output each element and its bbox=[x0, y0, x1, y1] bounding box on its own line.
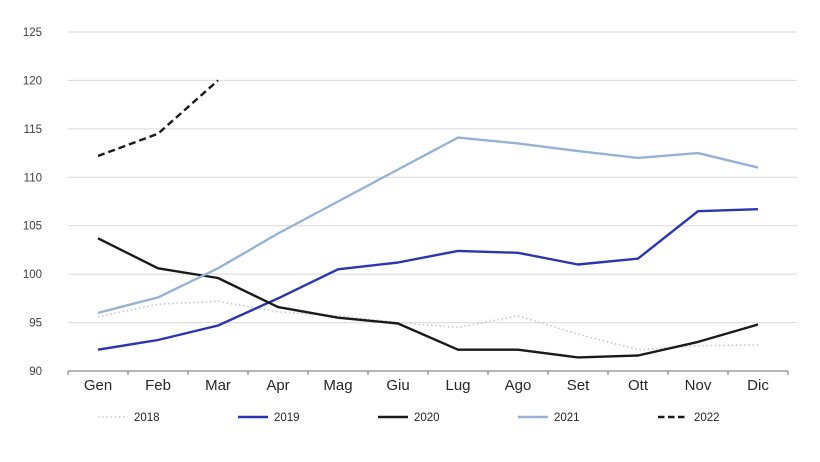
y-axis-tick-label: 95 bbox=[29, 318, 42, 330]
x-axis-month-label: Gen bbox=[84, 377, 112, 394]
y-axis-tick-label: 120 bbox=[23, 75, 42, 87]
x-axis-month-label: Giu bbox=[386, 377, 409, 394]
x-axis-month-label: Mag bbox=[323, 377, 352, 394]
x-axis-month-label: Set bbox=[567, 377, 590, 394]
x-axis-month-label: Ott bbox=[628, 377, 649, 394]
x-axis-month-label: Lug bbox=[445, 377, 470, 394]
legend-label-2021: 2021 bbox=[554, 412, 580, 424]
series-line-2019 bbox=[97, 208, 759, 351]
legend-label-2022: 2022 bbox=[694, 412, 720, 424]
y-axis-tick-label: 125 bbox=[23, 27, 42, 39]
series-line-2018 bbox=[97, 300, 759, 351]
x-axis-month-label: Nov bbox=[685, 377, 712, 394]
x-axis-month-label: Mar bbox=[205, 377, 231, 394]
y-axis-tick-label: 115 bbox=[24, 124, 42, 136]
x-axis-month-label: Feb bbox=[145, 377, 171, 394]
x-axis-month-label: Apr bbox=[266, 377, 289, 394]
legend-label-2019: 2019 bbox=[274, 412, 300, 424]
x-axis-month-label: Ago bbox=[505, 377, 532, 394]
y-axis-tick-label: 100 bbox=[23, 269, 42, 281]
y-axis-tick-label: 90 bbox=[29, 366, 42, 378]
series-line-2021 bbox=[97, 136, 759, 315]
series-line-2022 bbox=[97, 79, 219, 158]
legend-label-2020: 2020 bbox=[414, 412, 440, 424]
series-line-2020 bbox=[97, 237, 759, 359]
legend-label-2018: 2018 bbox=[134, 412, 160, 424]
y-axis-tick-label: 105 bbox=[23, 221, 42, 233]
x-axis-month-label: Dic bbox=[747, 377, 769, 394]
y-axis-tick-label: 110 bbox=[24, 172, 42, 184]
